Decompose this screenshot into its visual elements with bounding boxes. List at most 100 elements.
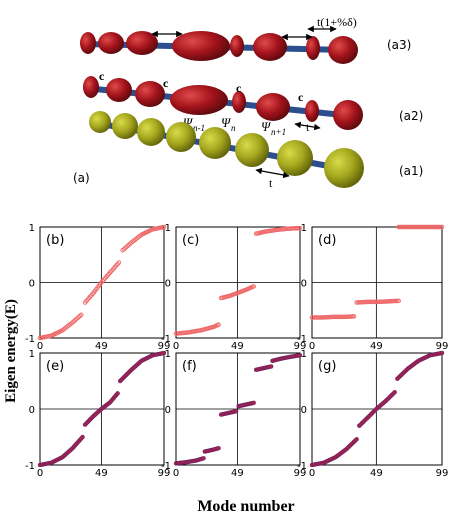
data-point [439, 224, 445, 230]
series-segment [270, 353, 303, 364]
panel-label: (c) [182, 233, 199, 248]
site [324, 148, 364, 188]
hopping-arrow [255, 167, 290, 179]
y-tick-label: 0 [165, 405, 171, 416]
series-segment [202, 446, 221, 454]
coupling-label: c [163, 76, 169, 90]
x-tick-label: 0 [309, 468, 315, 479]
site-label-sub: n-1 [193, 123, 205, 133]
plot-grid: 0 49 99-101(b)0 49 99-101(c)0 49 99-101(d)0 49 9… [25, 223, 448, 479]
x-tick-label: 99 [436, 468, 449, 479]
y-tick-label: 1 [29, 223, 35, 234]
data-point [297, 225, 303, 231]
data-point [251, 284, 256, 289]
site [106, 78, 132, 102]
site [98, 32, 124, 54]
site [126, 31, 158, 55]
site [230, 35, 244, 57]
series-segment [37, 434, 85, 468]
y-tick-label: -1 [161, 461, 171, 472]
site [199, 127, 231, 159]
coupling-label: c [298, 90, 304, 104]
x-tick-label: 0 [37, 468, 43, 479]
series-segment [173, 322, 221, 336]
x-tick-label: 0 [309, 341, 315, 352]
site [83, 76, 99, 98]
x-tick-label: 99 [436, 341, 449, 352]
series-segment [357, 390, 397, 428]
y-tick-label: 0 [29, 279, 35, 290]
y-tick-label: -1 [297, 334, 307, 345]
coupling-label: c [99, 69, 105, 83]
row-label-a3: (a3) [387, 38, 411, 52]
x-tick-label: 99 [158, 341, 171, 352]
series-segment [253, 364, 274, 372]
site [306, 36, 320, 60]
site [137, 118, 165, 146]
panel-label-a: (a) [73, 171, 90, 185]
data-point [161, 350, 167, 356]
series-segment [218, 409, 239, 417]
row-label-a2: (a2) [399, 109, 423, 123]
series-segment [354, 298, 401, 305]
y-tick-label: -1 [25, 461, 35, 472]
x-tick-label: 49 [95, 341, 108, 352]
series-segment [309, 437, 359, 468]
site [112, 113, 138, 139]
series-segment [396, 224, 445, 230]
x-tick-label: 99 [294, 341, 307, 352]
site [235, 133, 269, 167]
data-point [268, 364, 274, 369]
series-segment [236, 400, 256, 409]
panel-label: (d) [318, 233, 336, 248]
plot-panel: 0 49 99-101(c) [161, 223, 306, 352]
y-tick-label: 0 [165, 279, 171, 290]
series-segment [173, 456, 206, 466]
data-point [251, 400, 256, 406]
data-point [216, 446, 221, 451]
series-segment [117, 350, 167, 384]
y-tick-label: 1 [165, 349, 171, 360]
y-axis-title: Eigen energy(E) [3, 299, 19, 403]
t-label: t [269, 176, 273, 190]
x-tick-label: 49 [370, 341, 383, 352]
site [89, 111, 111, 133]
x-tick-label: 0 [37, 341, 43, 352]
x-tick-label: 0 [173, 341, 179, 352]
site [256, 93, 290, 121]
row-label-a1: (a1) [399, 164, 423, 178]
site-label-psi: Ψ [183, 115, 194, 130]
y-tick-label: 0 [29, 405, 35, 416]
panel-label: (b) [46, 233, 64, 248]
site [172, 31, 230, 61]
site [232, 91, 246, 113]
site [135, 81, 165, 107]
hopping-label: t(1+%δ) [317, 15, 357, 29]
series-segment [120, 224, 167, 253]
site-label-psi: Ψ [261, 119, 272, 134]
data-point [351, 314, 357, 319]
site [277, 140, 313, 176]
site [80, 32, 96, 54]
data-point [161, 224, 167, 230]
data-point [115, 391, 120, 396]
data-point [396, 298, 401, 304]
data-point [439, 350, 445, 356]
site-label-sub: n+1 [271, 127, 286, 137]
data-point [80, 434, 85, 440]
plot-panel: 0 49 99-101(g) [297, 349, 448, 479]
y-tick-label: 1 [301, 349, 307, 360]
x-tick-label: 0 [173, 468, 179, 479]
series-segment [218, 284, 256, 301]
data-point [297, 353, 303, 358]
y-tick-label: -1 [161, 334, 171, 345]
plot-panel: 0 49 99-101(e) [25, 349, 170, 479]
series-segment [253, 225, 303, 236]
y-tick-label: 0 [301, 405, 307, 416]
x-axis-title: Mode number [197, 498, 294, 515]
x-tick-label: 99 [158, 468, 171, 479]
y-tick-label: -1 [25, 334, 35, 345]
y-tick-label: -1 [297, 461, 307, 472]
chain-a2: c c c c Ψ n-1 Ψ n Ψ n+1 t (a2) [83, 69, 423, 137]
